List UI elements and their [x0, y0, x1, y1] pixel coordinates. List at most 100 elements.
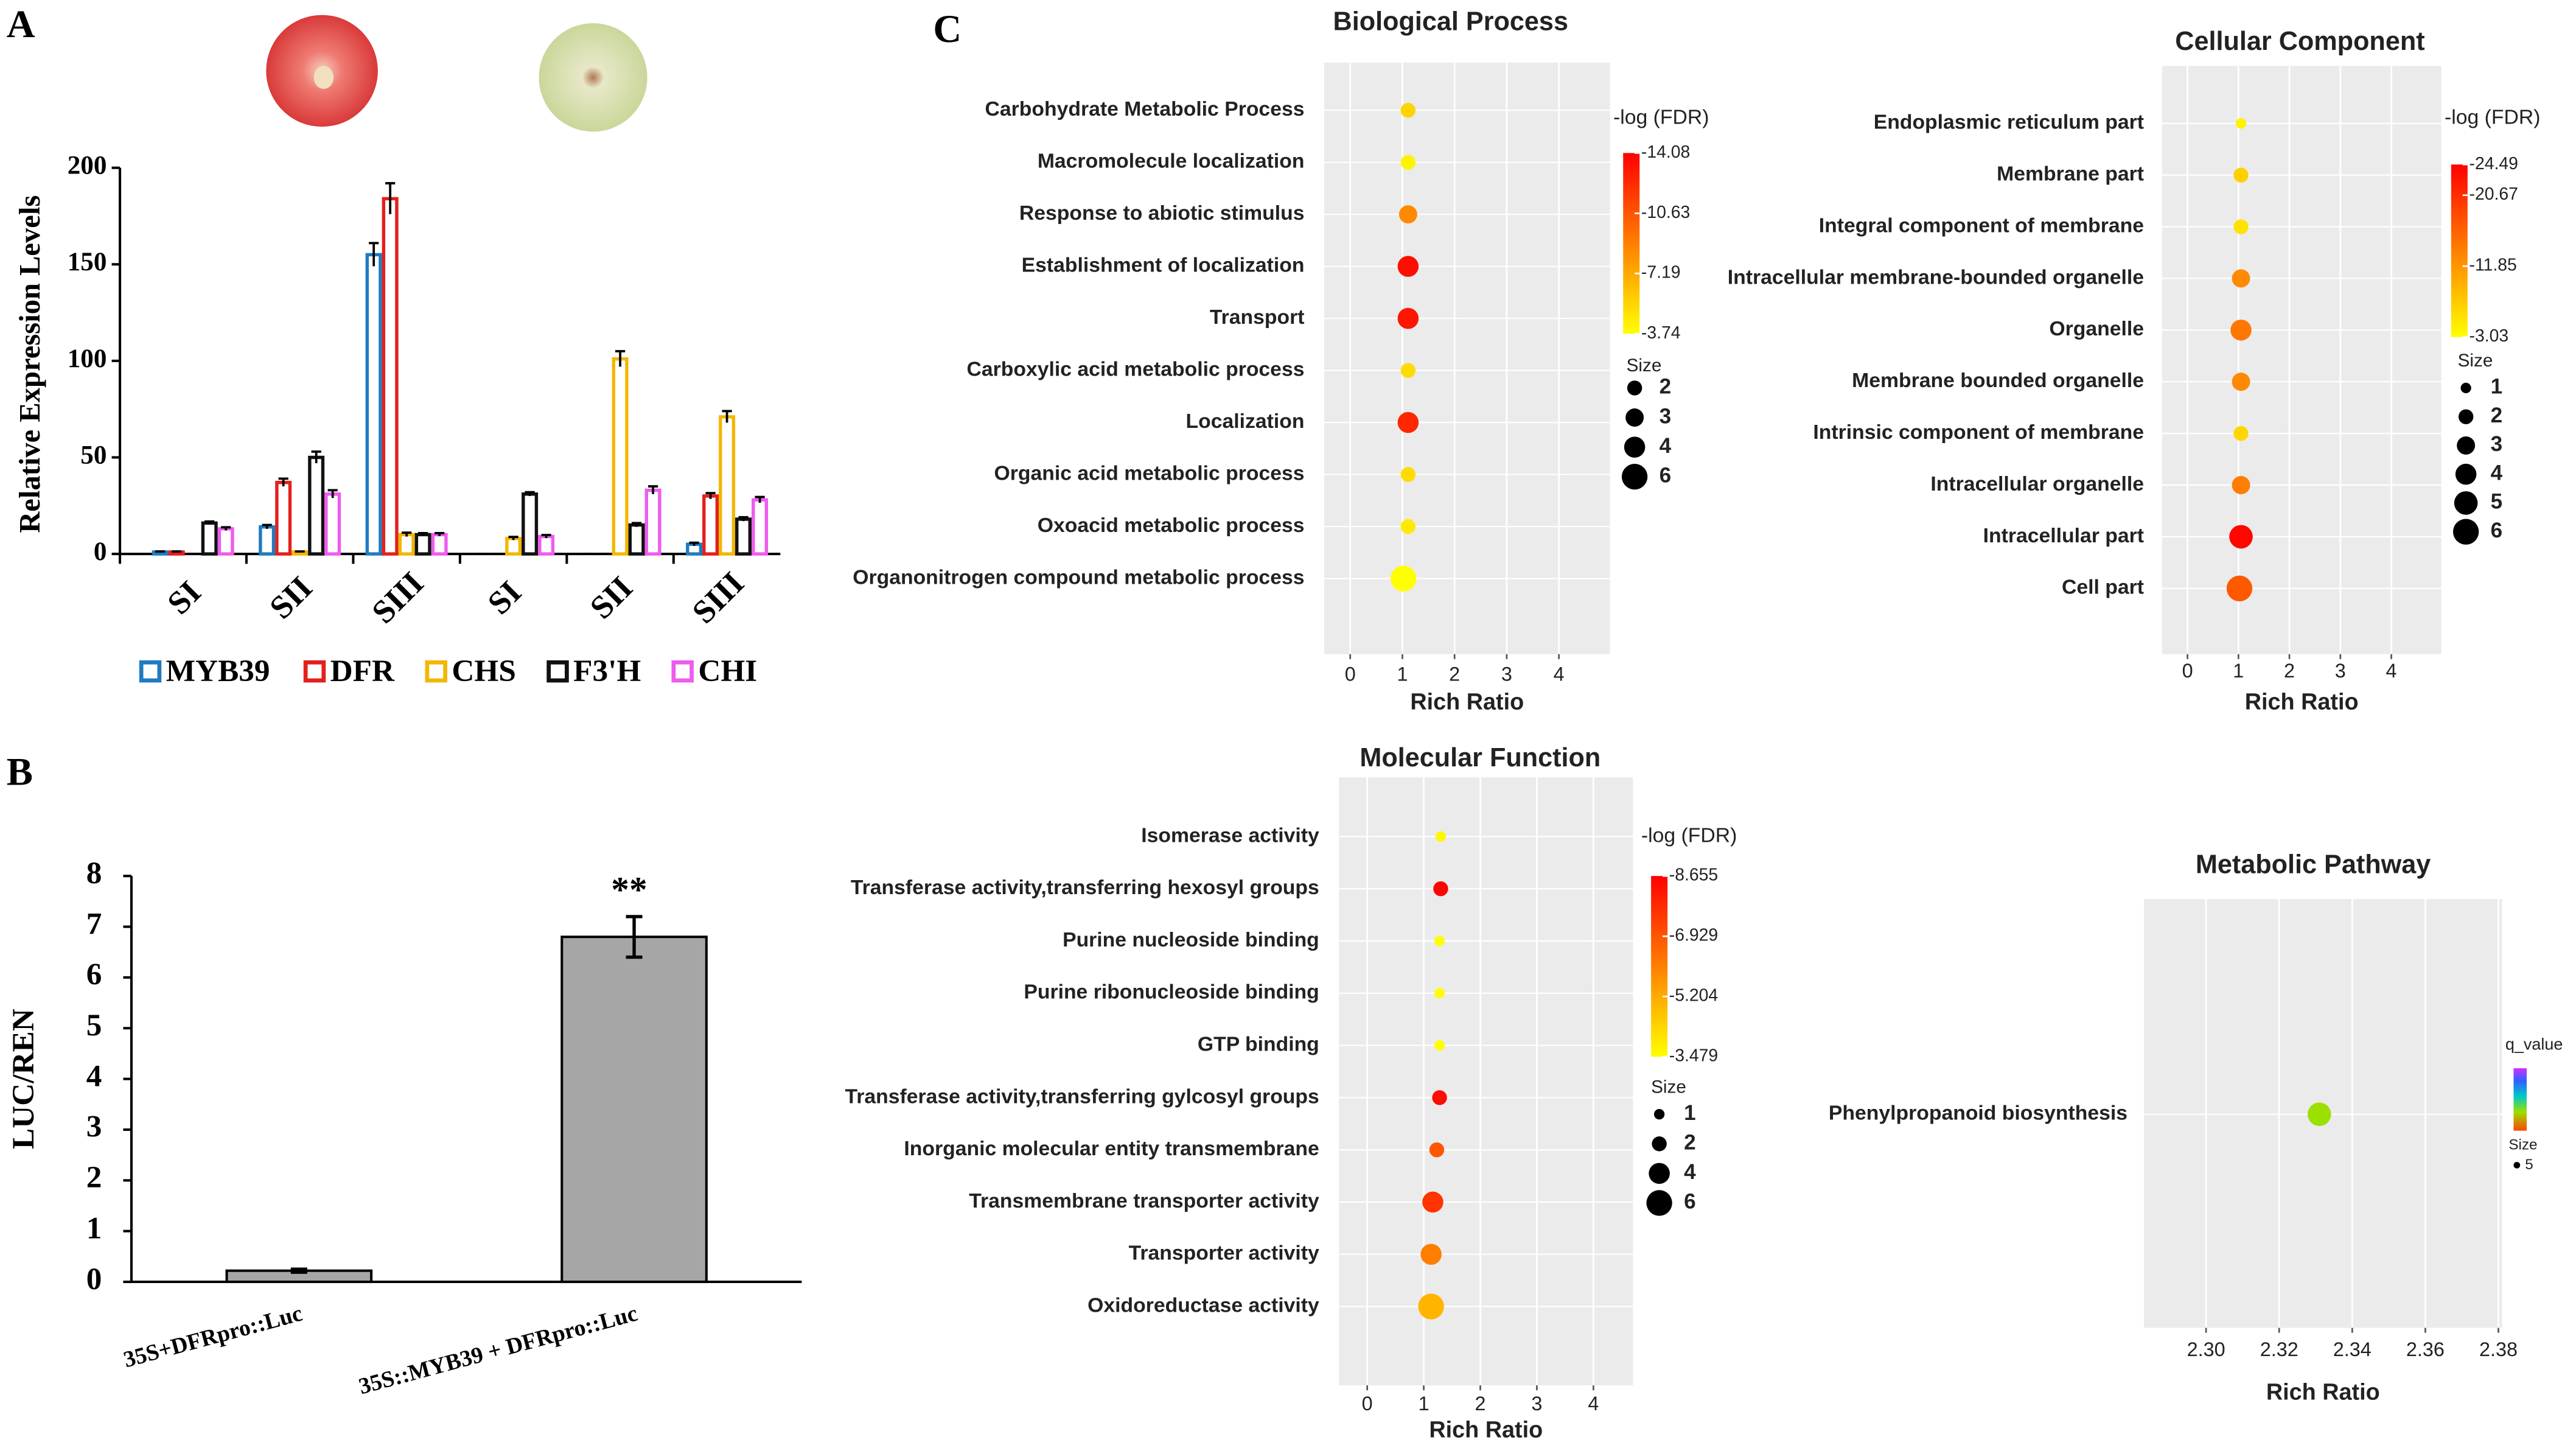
bar — [308, 455, 325, 556]
size-legend-title: Size — [2458, 351, 2493, 371]
bubble — [2232, 372, 2250, 391]
category-label: Transporter activity — [1129, 1242, 1319, 1265]
category-label: Transmembrane transporter activity — [969, 1189, 1319, 1212]
legend-label: CHI — [698, 654, 757, 688]
bubble — [2229, 525, 2253, 549]
x-axis-label: Rich Ratio — [1410, 690, 1524, 715]
x-tick-label: 4 — [1554, 663, 1565, 685]
bubble — [1433, 881, 1448, 897]
y-tick-label: 7 — [86, 906, 102, 941]
colorbar-tick-label: -11.85 — [2470, 256, 2517, 275]
colorbar-tick-label: -8.655 — [1669, 866, 1718, 885]
colorbar-tick-label: -14.08 — [1641, 142, 1690, 162]
bar — [644, 488, 661, 556]
bubble — [1420, 1243, 1442, 1265]
legend-swatch — [303, 660, 326, 683]
x-tick-label: 2.38 — [2479, 1338, 2518, 1360]
colorbar-tick-label: -5.204 — [1669, 986, 1718, 1006]
size-legend-dot — [2455, 463, 2477, 485]
panel-label: C — [933, 7, 962, 51]
y-tick-label: 50 — [80, 441, 106, 469]
x-tick-label: 3 — [1531, 1393, 1542, 1415]
category-label: GTP binding — [1198, 1032, 1319, 1055]
category-label: Carbohydrate Metabolic Process — [985, 97, 1305, 121]
size-legend-dot — [2457, 436, 2476, 455]
category-label: Intracellular organelle — [1930, 472, 2144, 495]
y-tick-label: 6 — [86, 957, 102, 992]
size-legend-label: 4 — [1660, 434, 1672, 458]
size-legend-label: 1 — [2491, 375, 2503, 399]
x-tick-label: 4 — [2386, 660, 2397, 682]
bubble — [1434, 1040, 1445, 1051]
bubble — [1435, 831, 1447, 842]
x-tick-label: SI — [481, 573, 529, 621]
colorbar-tick-label: -24.49 — [2470, 154, 2518, 173]
bubble — [1400, 102, 1416, 118]
legend-swatch — [671, 660, 694, 683]
category-label: Organic acid metabolic process — [994, 462, 1305, 485]
category-label: Organonitrogen compound metabolic proces… — [853, 565, 1304, 589]
size-legend-dot — [1653, 1109, 1665, 1120]
bar — [431, 533, 448, 556]
x-tick-label: 1 — [1397, 663, 1408, 685]
bubble — [2233, 167, 2249, 183]
size-legend-dot — [1646, 1190, 1672, 1216]
bubble — [1434, 936, 1445, 946]
bar — [217, 527, 234, 556]
size-legend-dot — [2513, 1161, 2521, 1169]
y-axis-label: Relative Expression Levels — [13, 195, 46, 533]
bubble — [2233, 219, 2249, 234]
y-tick-label: 5 — [86, 1008, 102, 1043]
significance-annotation: ** — [611, 870, 647, 910]
category-label: Integral component of membrane — [1819, 214, 2144, 237]
y-tick-label: 150 — [68, 248, 107, 276]
y-axis-label: LUC/REN — [6, 1009, 41, 1149]
plot-background — [2162, 66, 2442, 654]
size-legend-label: 2 — [2491, 404, 2503, 427]
x-tick-label: 35S::MYB39 + DFRpro::Luc — [356, 1301, 640, 1400]
bubble — [2230, 320, 2252, 341]
category-label: Macromolecule localization — [1038, 150, 1305, 173]
x-tick-label: 2 — [1475, 1393, 1486, 1415]
x-tick-label: SI — [160, 573, 208, 621]
colorbar-tick-label: -20.67 — [2470, 184, 2518, 204]
bar — [612, 357, 629, 556]
bubble — [1400, 155, 1416, 170]
legend-label: DFR — [330, 654, 395, 688]
category-label: Response to abiotic stimulus — [1019, 201, 1305, 225]
bubble — [1398, 205, 1417, 224]
x-tick-label: 2 — [1449, 663, 1460, 685]
x-tick-label: 3 — [2335, 660, 2346, 682]
x-tick-label: 2.32 — [2260, 1338, 2299, 1360]
white-apple-photo — [539, 23, 647, 132]
bubble — [1432, 1090, 1447, 1105]
size-legend-title: Size — [1651, 1077, 1686, 1097]
bubble — [1397, 411, 1419, 433]
category-label: Endoplasmic reticulum part — [1874, 111, 2144, 134]
category-label: Transport — [1210, 306, 1305, 329]
category-label: Intracellular part — [1983, 524, 2144, 547]
bar — [505, 537, 522, 556]
panel-label: B — [7, 750, 33, 794]
x-tick-label: 1 — [2233, 660, 2244, 682]
bubble — [1434, 988, 1445, 999]
x-tick-label: SIII — [365, 565, 430, 631]
bar — [398, 533, 415, 556]
y-tick-label: 8 — [86, 856, 102, 890]
bar — [365, 253, 382, 556]
bubble — [2235, 118, 2247, 129]
size-legend-label: 3 — [2491, 432, 2503, 456]
apple-core — [313, 66, 334, 89]
legend-swatch — [139, 660, 162, 683]
bar — [414, 533, 431, 556]
category-label: Phenylpropanoid biosynthesis — [1829, 1102, 2127, 1125]
size-legend-dot — [1649, 1163, 1670, 1184]
size-legend-dot — [2458, 409, 2474, 424]
category-label: Isomerase activity — [1141, 824, 1319, 847]
bar — [259, 525, 276, 556]
legend-swatch — [425, 660, 447, 683]
legend-label: F3'H — [573, 654, 641, 688]
x-tick-label: SII — [262, 569, 319, 626]
colorbar-tick-label: -7.19 — [1641, 263, 1681, 282]
